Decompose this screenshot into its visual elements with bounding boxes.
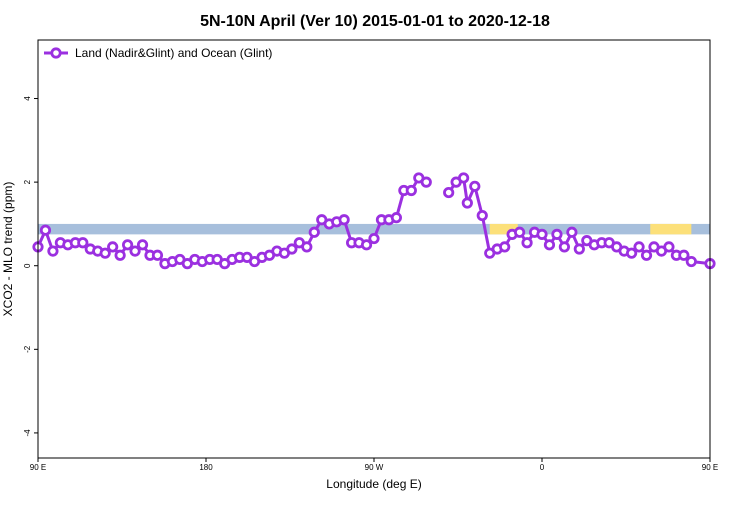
legend-label: Land (Nadir&Glint) and Ocean (Glint) <box>75 46 272 60</box>
data-point <box>443 186 455 199</box>
data-point <box>640 249 653 261</box>
data-point <box>543 239 556 251</box>
data-point <box>122 239 134 251</box>
data-point <box>338 214 350 226</box>
data-point <box>536 228 548 240</box>
data-point <box>99 247 111 259</box>
x-axis: 90 E 180 90 W 0 90 E <box>30 458 718 472</box>
data-point <box>47 245 59 257</box>
data-point <box>625 247 638 259</box>
data-point <box>551 228 563 240</box>
x-tick-label: 90 W <box>365 463 384 472</box>
data-point <box>566 226 578 238</box>
x-axis-label: Longitude (deg E) <box>326 477 421 491</box>
data-point <box>308 226 320 238</box>
x-tick-label: 90 E <box>702 463 718 472</box>
y-axis: -4 -2 0 2 4 <box>23 96 38 437</box>
data-point <box>685 255 697 268</box>
data-point <box>368 232 380 245</box>
data-point <box>521 237 533 249</box>
y-axis-label: XCO2 - MLO trend (ppm) <box>1 182 15 317</box>
data-point <box>633 241 645 253</box>
data-point <box>499 241 511 253</box>
data-point <box>136 239 149 251</box>
land-band-segment <box>489 223 518 235</box>
data-point <box>107 241 119 253</box>
data-point <box>151 249 164 261</box>
y-tick-label: 0 <box>23 263 32 268</box>
land-band-segment <box>650 223 692 235</box>
plot-area <box>32 172 716 270</box>
data-point <box>77 237 89 249</box>
data-point <box>573 243 585 255</box>
data-point <box>39 224 52 236</box>
data-point <box>469 180 481 192</box>
data-point <box>558 241 571 253</box>
x-tick-label: 0 <box>540 463 545 472</box>
data-point <box>360 239 373 251</box>
data-point <box>129 245 141 257</box>
data-point <box>457 172 470 184</box>
data-point <box>301 241 313 253</box>
data-point <box>390 212 402 224</box>
data-point <box>405 184 417 197</box>
data-point <box>513 226 526 238</box>
y-tick-label: 2 <box>23 179 32 184</box>
x-tick-label: 90 E <box>30 463 46 472</box>
data-point <box>476 209 488 222</box>
legend: Land (Nadir&Glint) and Ocean (Glint) <box>44 46 272 60</box>
data-point <box>420 176 432 188</box>
chart-title: 5N-10N April (Ver 10) 2015-01-01 to 2020… <box>200 13 550 30</box>
legend-marker-swatch <box>50 47 62 59</box>
data-point <box>114 249 126 261</box>
data-point <box>678 249 690 261</box>
data-point <box>286 243 298 255</box>
y-tick-label: 4 <box>23 96 32 101</box>
data-point <box>461 197 473 209</box>
y-tick-label: -2 <box>23 345 32 353</box>
x-tick-label: 180 <box>199 463 213 472</box>
y-tick-label: -4 <box>23 429 32 437</box>
ocean-band <box>38 223 710 235</box>
data-point <box>663 241 675 253</box>
